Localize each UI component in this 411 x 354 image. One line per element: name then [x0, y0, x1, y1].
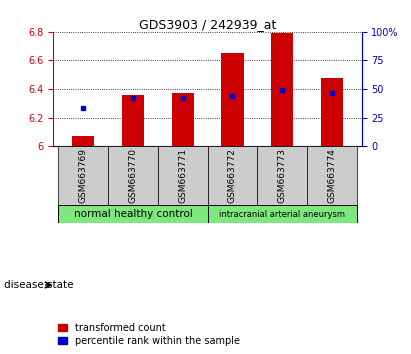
Bar [307, 146, 357, 205]
Legend: transformed count, percentile rank within the sample: transformed count, percentile rank withi… [58, 323, 240, 346]
Bar [122, 95, 144, 146]
Text: intracranial arterial aneurysm: intracranial arterial aneurysm [219, 210, 345, 218]
Text: GSM663769: GSM663769 [79, 148, 88, 203]
Bar [108, 146, 158, 205]
Bar [208, 146, 257, 205]
Text: GSM663774: GSM663774 [327, 148, 336, 203]
Text: disease state: disease state [4, 280, 74, 290]
Bar [321, 78, 343, 146]
Bar [208, 205, 357, 223]
Text: GSM663772: GSM663772 [228, 148, 237, 203]
Text: GSM663771: GSM663771 [178, 148, 187, 203]
Text: normal healthy control: normal healthy control [74, 209, 192, 219]
Bar [158, 146, 208, 205]
Title: GDS3903 / 242939_at: GDS3903 / 242939_at [139, 18, 276, 31]
Bar [257, 146, 307, 205]
Bar [58, 146, 108, 205]
Bar [171, 93, 194, 146]
Bar [72, 136, 95, 146]
Bar [271, 33, 293, 146]
Bar [58, 205, 208, 223]
Text: GSM663770: GSM663770 [129, 148, 137, 203]
Bar [221, 53, 244, 146]
Text: GSM663773: GSM663773 [278, 148, 286, 203]
